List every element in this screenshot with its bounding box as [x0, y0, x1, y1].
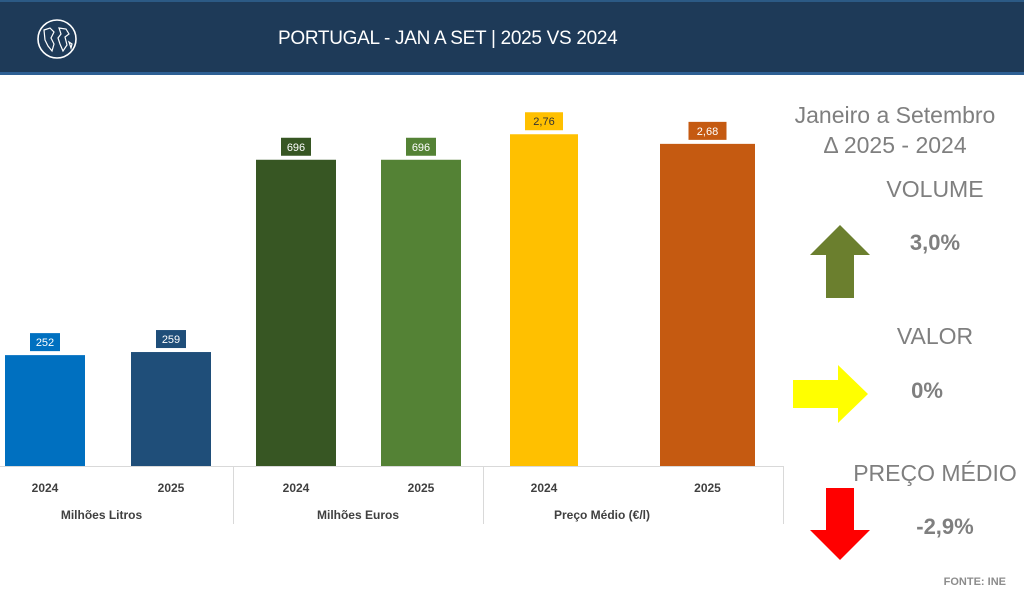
group-label: Milhões Euros: [317, 508, 399, 522]
valor-value: 0%: [911, 378, 943, 403]
bar: [660, 143, 755, 466]
bar: [256, 159, 336, 466]
preco-label: PREÇO MÉDIO: [853, 460, 1017, 486]
group-label: Milhões Litros: [61, 508, 143, 522]
data-label-box: [406, 137, 436, 156]
arrow-right-icon: [793, 365, 868, 423]
volume-label: VOLUME: [886, 176, 984, 202]
x-tick-label: 2024: [32, 481, 59, 495]
data-label-box: [525, 112, 563, 131]
bar-chart: 252 2024 259 2025 Milhões Litros 696 2024 696 20…: [0, 112, 784, 524]
panel-title-line1: Janeiro a Setembro: [794, 102, 996, 128]
source-note: FONTE: INE: [943, 576, 1006, 588]
data-label: 252: [36, 337, 54, 349]
volume-value: 3,0%: [909, 230, 961, 255]
panel-title: Janeiro a Setembro Δ 2025 - 2024: [785, 100, 1005, 160]
x-tick-label: 2025: [158, 481, 185, 495]
data-label-box: [30, 333, 60, 352]
header-bar: PORTUGAL - JAN A SET | 2025 VS 2024: [0, 0, 1024, 75]
bar: [510, 134, 578, 467]
data-label-box: [156, 330, 186, 349]
bar: [5, 355, 85, 466]
globe-icon: [37, 19, 77, 59]
data-label: 2,68: [697, 126, 718, 138]
panel-title-line2: Δ 2025 - 2024: [823, 132, 967, 158]
data-label: 696: [287, 142, 305, 154]
x-tick-label: 2025: [694, 481, 721, 495]
arrow-up-icon: [810, 225, 870, 298]
page-title: PORTUGAL - JAN A SET | 2025 VS 2024: [278, 28, 618, 49]
x-tick-label: 2024: [283, 481, 310, 495]
data-label-box: [688, 121, 727, 140]
bar: [381, 159, 461, 466]
arrow-down-icon: [810, 488, 870, 560]
group-label: Preço Médio (€/l): [554, 508, 650, 522]
valor-label: VALOR: [896, 323, 974, 349]
preco-value: -2,9%: [916, 514, 974, 539]
data-label: 259: [162, 334, 180, 346]
data-label: 696: [412, 142, 430, 154]
bar: [131, 352, 211, 466]
data-label: 2,76: [533, 116, 554, 128]
x-tick-label: 2025: [408, 481, 435, 495]
x-tick-label: 2024: [531, 481, 558, 495]
data-label-box: [281, 137, 311, 156]
